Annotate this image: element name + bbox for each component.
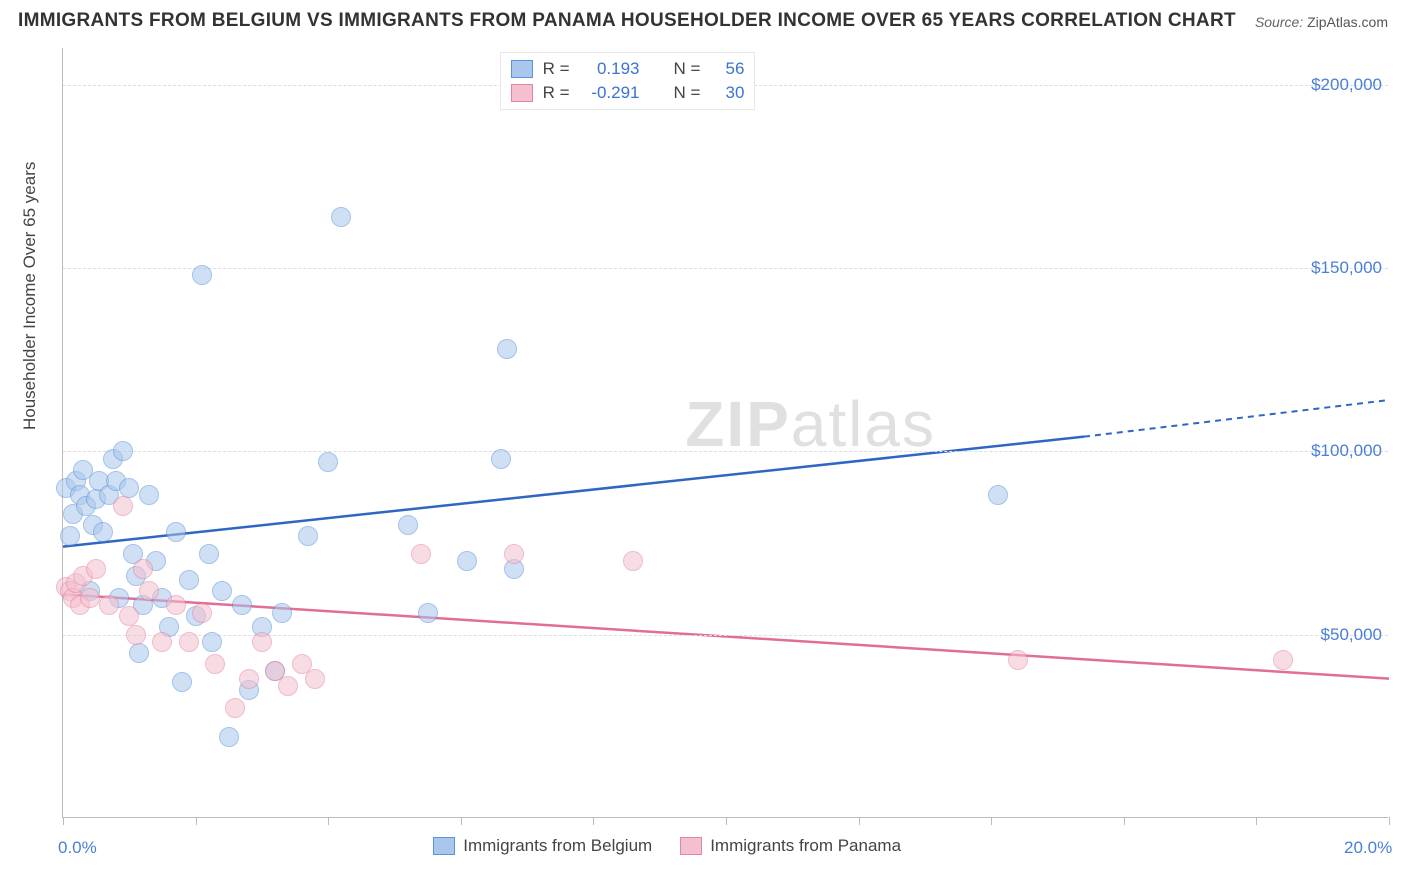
legend-swatch xyxy=(511,60,533,78)
belgium-point xyxy=(212,581,232,601)
belgium-point xyxy=(139,485,159,505)
belgium-point xyxy=(113,441,133,461)
n-label: N = xyxy=(674,59,701,79)
belgium-point xyxy=(202,632,222,652)
x-tick-label: 20.0% xyxy=(1344,838,1392,858)
x-tick xyxy=(196,817,197,825)
n-value: 56 xyxy=(710,59,744,79)
panama-point xyxy=(179,632,199,652)
series-name: Immigrants from Panama xyxy=(710,836,901,856)
source-value: ZipAtlas.com xyxy=(1307,14,1388,30)
panama-point xyxy=(239,669,259,689)
legend-swatch xyxy=(433,837,455,855)
panama-point xyxy=(126,625,146,645)
panama-point xyxy=(86,559,106,579)
gridline-h xyxy=(63,268,1388,269)
belgium-point xyxy=(491,449,511,469)
belgium-point xyxy=(331,207,351,227)
panama-point xyxy=(166,595,186,615)
belgium-point xyxy=(119,478,139,498)
panama-point xyxy=(80,588,100,608)
x-tick xyxy=(859,817,860,825)
panama-point xyxy=(113,496,133,516)
panama-point xyxy=(1008,650,1028,670)
series-name: Immigrants from Belgium xyxy=(463,836,652,856)
plot-area xyxy=(62,48,1388,818)
x-tick xyxy=(328,817,329,825)
source-attribution: Source: ZipAtlas.com xyxy=(1255,14,1388,30)
chart-title: IMMIGRANTS FROM BELGIUM VS IMMIGRANTS FR… xyxy=(18,10,1236,32)
r-value: 0.193 xyxy=(580,59,640,79)
x-tick xyxy=(63,817,64,825)
y-tick-label: $200,000 xyxy=(1311,75,1382,95)
panama-point xyxy=(205,654,225,674)
r-value: -0.291 xyxy=(580,83,640,103)
panama-point xyxy=(225,698,245,718)
correlation-legend-row: R = 0.193 N = 56 xyxy=(511,57,745,81)
belgium-point xyxy=(172,672,192,692)
belgium-regression-line-extrapolated xyxy=(1084,400,1389,437)
panama-point xyxy=(152,632,172,652)
belgium-point xyxy=(418,603,438,623)
belgium-point xyxy=(318,452,338,472)
belgium-point xyxy=(179,570,199,590)
r-label: R = xyxy=(543,83,570,103)
belgium-point xyxy=(60,526,80,546)
panama-point xyxy=(119,606,139,626)
belgium-point xyxy=(232,595,252,615)
x-tick xyxy=(726,817,727,825)
panama-point xyxy=(1273,650,1293,670)
belgium-point xyxy=(497,339,517,359)
belgium-regression-line xyxy=(63,437,1084,547)
x-tick xyxy=(461,817,462,825)
belgium-point xyxy=(988,485,1008,505)
y-tick-label: $50,000 xyxy=(1321,625,1382,645)
legend-swatch xyxy=(511,84,533,102)
panama-point xyxy=(504,544,524,564)
x-tick xyxy=(991,817,992,825)
panama-point xyxy=(411,544,431,564)
belgium-point xyxy=(192,265,212,285)
panama-point xyxy=(192,603,212,623)
correlation-legend: R = 0.193 N = 56 R = -0.291 N = 30 xyxy=(500,52,756,110)
belgium-point xyxy=(298,526,318,546)
x-tick xyxy=(1124,817,1125,825)
belgium-point xyxy=(219,727,239,747)
series-legend-item: Immigrants from Panama xyxy=(680,836,901,856)
gridline-h xyxy=(63,451,1388,452)
n-value: 30 xyxy=(710,83,744,103)
source-label: Source: xyxy=(1255,14,1303,30)
x-tick xyxy=(593,817,594,825)
y-tick-label: $100,000 xyxy=(1311,441,1382,461)
belgium-point xyxy=(272,603,292,623)
correlation-legend-row: R = -0.291 N = 30 xyxy=(511,81,745,105)
y-tick-label: $150,000 xyxy=(1311,258,1382,278)
series-legend-item: Immigrants from Belgium xyxy=(433,836,652,856)
regression-lines xyxy=(63,48,1388,817)
panama-point xyxy=(305,669,325,689)
panama-point xyxy=(623,551,643,571)
belgium-point xyxy=(93,522,113,542)
x-tick xyxy=(1256,817,1257,825)
panama-point xyxy=(139,581,159,601)
panama-point xyxy=(133,559,153,579)
belgium-point xyxy=(129,643,149,663)
panama-point xyxy=(99,595,119,615)
x-tick xyxy=(1389,817,1390,825)
legend-swatch xyxy=(680,837,702,855)
belgium-point xyxy=(398,515,418,535)
n-label: N = xyxy=(674,83,701,103)
belgium-point xyxy=(199,544,219,564)
panama-point xyxy=(252,632,272,652)
belgium-point xyxy=(166,522,186,542)
r-label: R = xyxy=(543,59,570,79)
series-legend: Immigrants from Belgium Immigrants from P… xyxy=(433,836,901,856)
y-axis-label: Householder Income Over 65 years xyxy=(20,162,40,430)
panama-point xyxy=(278,676,298,696)
x-tick-label: 0.0% xyxy=(58,838,97,858)
belgium-point xyxy=(457,551,477,571)
